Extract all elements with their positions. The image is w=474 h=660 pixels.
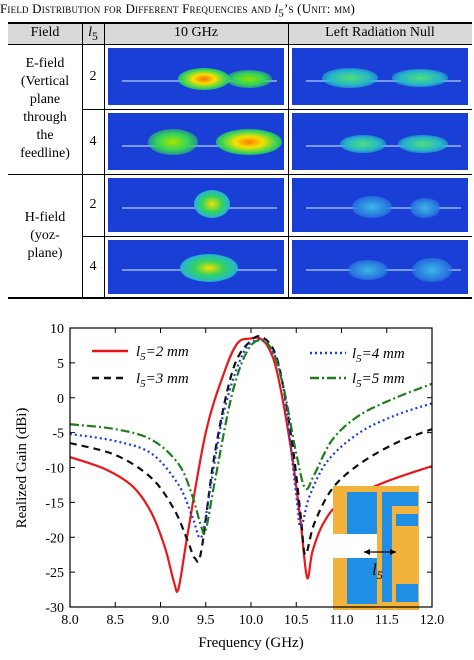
- x-tick-label: 9.0: [152, 613, 170, 628]
- legend-label-l5-2: l5=2 mm: [136, 344, 189, 363]
- plot-frame: [69, 327, 433, 608]
- series-line-l5-5: [69, 339, 433, 536]
- x-tick-label: 11.0: [330, 613, 354, 628]
- legend-label-l5-5: l5=5 mm: [352, 371, 405, 390]
- efield-label: E-field (Vertical plane through the feed…: [20, 56, 70, 161]
- x-tick-label: 12.0: [420, 613, 445, 628]
- inset-antenna-structure: l5: [333, 486, 419, 610]
- l5-value-e1: 2: [89, 68, 97, 84]
- x-tick-label: 8.0: [61, 613, 79, 628]
- gain-chart: 8.0 8.5 9.0 9.5 10.0 10.5 11.0 11.5 12.0 10 5 0 -5 -1…: [0, 300, 474, 655]
- hfield-map-null-l5-2: [292, 178, 468, 232]
- y-tick-label: 5: [57, 357, 64, 372]
- hfield-map-null-l5-4: [292, 240, 468, 294]
- caption-var: l: [274, 1, 279, 16]
- inset-arrow-right: [390, 549, 396, 555]
- inset-patch-bottom-left: [347, 558, 377, 604]
- x-tick-label: 8.5: [107, 613, 125, 628]
- y-tick-label: -5: [52, 427, 64, 442]
- y-tick-label: -20: [45, 531, 64, 546]
- efield-map-10ghz-l5-4: [108, 113, 284, 170]
- efield-map-null-l5-4: [292, 113, 468, 170]
- header-left-null: Left Radiation Null: [288, 22, 472, 44]
- l5-value-h2: 4: [89, 259, 97, 274]
- x-tick-label: 10.0: [239, 613, 264, 628]
- inset-stub-1: [396, 514, 418, 526]
- inset-patch-top-left: [347, 492, 377, 534]
- l5-value-e2: 4: [89, 133, 97, 149]
- hfield-map-10ghz-l5-4: [108, 240, 284, 294]
- y-tick-label: -15: [45, 496, 64, 511]
- legend-left: l5=2 mm l5=3 mm: [92, 344, 189, 390]
- table-caption: Field Distribution for Different Frequen…: [0, 0, 474, 20]
- inset-arrow-left: [364, 549, 370, 555]
- header-10ghz: 10 GHz: [104, 22, 288, 44]
- gain-chart-svg: 8.0 8.5 9.0 9.5 10.0 10.5 11.0 11.5 12.0 10 5 0 -5 -1…: [14, 322, 445, 651]
- y-tick-label: -10: [45, 462, 64, 477]
- x-tick-label: 9.5: [197, 613, 215, 628]
- inset-stub-2: [396, 584, 418, 602]
- legend-right: l5=4 mm l5=5 mm: [310, 346, 405, 390]
- header-l5: l5: [82, 22, 104, 44]
- caption-tail: ’s (Unit: mm): [283, 1, 356, 16]
- hfield-map-10ghz-l5-2: [108, 178, 284, 232]
- header-field: Field: [8, 22, 82, 44]
- caption-sub: 5: [278, 7, 284, 20]
- y-axis-label: Realized Gain (dBi): [14, 408, 30, 529]
- caption-lead: Field Distribution for Different Frequen…: [0, 1, 275, 16]
- efield-map-10ghz-l5-2: [108, 48, 284, 105]
- x-tick-label: 10.5: [284, 613, 309, 628]
- x-tick-label: 11.5: [375, 613, 399, 628]
- efield-map-null-l5-2: [292, 48, 468, 105]
- inset-feedline: [382, 506, 392, 602]
- y-tick-label: 10: [50, 322, 64, 337]
- inset-l5-label: l5: [372, 560, 383, 582]
- series-line-l5-4: [69, 338, 433, 540]
- hfield-label: H-field (yoz- plane): [24, 210, 66, 261]
- y-tick-label: 0: [57, 392, 64, 407]
- inset-gap: [333, 534, 377, 558]
- l5-value-h1: 2: [89, 197, 97, 212]
- field-distribution-table: Field l5 10 GHz Left Radiation Null E-fi…: [8, 22, 472, 299]
- series-line-l5-2: [69, 336, 433, 593]
- x-axis-label: Frequency (GHz): [198, 635, 303, 651]
- y-tick-label: -25: [45, 566, 64, 581]
- series-line-l5-3: [69, 335, 433, 563]
- inset-strip-top: [382, 492, 418, 506]
- header-l5-var: l: [88, 25, 93, 40]
- legend-label-l5-4: l5=4 mm: [352, 346, 405, 365]
- header-l5-sub: 5: [92, 29, 98, 43]
- y-tick-label: -30: [45, 601, 64, 616]
- legend-label-l5-3: l5=3 mm: [136, 371, 189, 390]
